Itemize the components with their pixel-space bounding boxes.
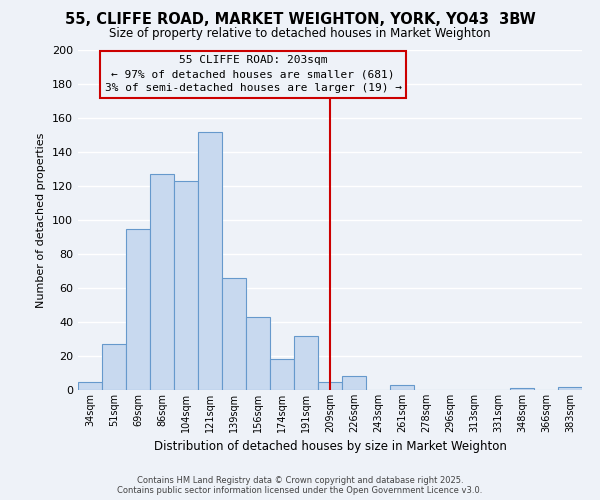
Bar <box>102 344 126 390</box>
Bar <box>390 385 414 390</box>
Text: 55, CLIFFE ROAD, MARKET WEIGHTON, YORK, YO43  3BW: 55, CLIFFE ROAD, MARKET WEIGHTON, YORK, … <box>65 12 535 28</box>
X-axis label: Distribution of detached houses by size in Market Weighton: Distribution of detached houses by size … <box>154 440 506 454</box>
Bar <box>294 336 318 390</box>
Bar <box>222 278 246 390</box>
Bar <box>510 388 534 390</box>
Text: 55 CLIFFE ROAD: 203sqm
← 97% of detached houses are smaller (681)
3% of semi-det: 55 CLIFFE ROAD: 203sqm ← 97% of detached… <box>104 55 402 93</box>
Bar <box>342 376 366 390</box>
Bar <box>126 228 150 390</box>
Text: Contains HM Land Registry data © Crown copyright and database right 2025.
Contai: Contains HM Land Registry data © Crown c… <box>118 476 482 495</box>
Bar <box>246 317 270 390</box>
Text: Size of property relative to detached houses in Market Weighton: Size of property relative to detached ho… <box>109 28 491 40</box>
Bar <box>150 174 174 390</box>
Bar <box>78 382 102 390</box>
Bar <box>174 181 198 390</box>
Bar <box>198 132 222 390</box>
Bar <box>318 382 342 390</box>
Bar <box>270 360 294 390</box>
Y-axis label: Number of detached properties: Number of detached properties <box>37 132 46 308</box>
Bar <box>558 386 582 390</box>
